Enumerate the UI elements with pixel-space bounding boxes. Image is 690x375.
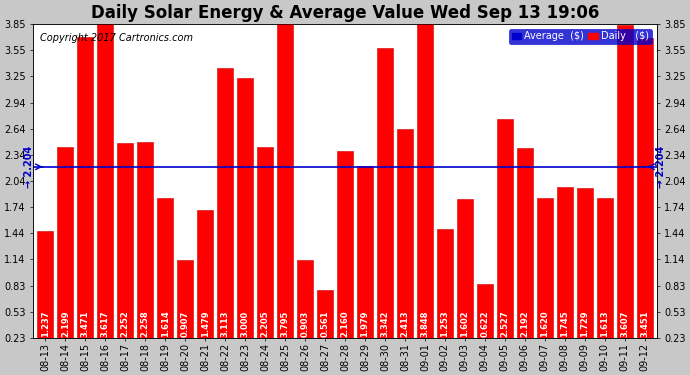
Text: 1.253: 1.253 [440, 310, 449, 337]
Text: 0.622: 0.622 [480, 310, 489, 337]
Bar [537, 198, 553, 338]
Text: 1.479: 1.479 [201, 310, 210, 337]
Text: 2.205: 2.205 [261, 310, 270, 337]
Bar [397, 129, 413, 338]
Bar [357, 166, 373, 338]
Bar [497, 119, 513, 338]
Bar [517, 148, 533, 338]
Bar [597, 198, 613, 338]
Text: 1.237: 1.237 [41, 310, 50, 337]
Text: → 2.204: → 2.204 [24, 146, 34, 188]
Text: 0.561: 0.561 [321, 310, 330, 337]
Text: → 2.204: → 2.204 [656, 146, 666, 188]
Bar [237, 78, 253, 338]
Bar [577, 188, 593, 338]
Bar [157, 198, 173, 338]
Text: 1.614: 1.614 [161, 310, 170, 337]
Text: 1.602: 1.602 [460, 310, 469, 337]
Text: 3.451: 3.451 [640, 310, 649, 337]
Text: 3.113: 3.113 [221, 310, 230, 337]
Bar [177, 260, 193, 338]
Text: 2.252: 2.252 [121, 310, 130, 337]
Text: 2.160: 2.160 [340, 310, 350, 337]
Bar [557, 187, 573, 338]
Bar [317, 290, 333, 338]
Text: 0.907: 0.907 [181, 310, 190, 337]
Legend: Average  ($), Daily   ($): Average ($), Daily ($) [509, 28, 652, 44]
Title: Daily Solar Energy & Average Value Wed Sep 13 19:06: Daily Solar Energy & Average Value Wed S… [91, 4, 599, 22]
Text: 3.848: 3.848 [420, 310, 429, 337]
Text: 2.192: 2.192 [520, 310, 529, 337]
Bar [217, 68, 233, 338]
Bar [457, 199, 473, 338]
Bar [57, 147, 73, 338]
Bar [617, 25, 633, 338]
Bar [117, 142, 133, 338]
Text: 1.745: 1.745 [560, 310, 569, 337]
Text: 3.471: 3.471 [81, 310, 90, 337]
Bar [417, 4, 433, 338]
Bar [97, 24, 113, 338]
Bar [197, 210, 213, 338]
Text: 1.979: 1.979 [360, 310, 369, 337]
Bar [137, 142, 153, 338]
Text: 3.000: 3.000 [241, 310, 250, 337]
Text: 0.903: 0.903 [301, 310, 310, 337]
Bar [637, 38, 653, 338]
Text: Copyright 2017 Cartronics.com: Copyright 2017 Cartronics.com [39, 33, 193, 43]
Bar [337, 151, 353, 338]
Bar [437, 230, 453, 338]
Bar [277, 9, 293, 338]
Bar [377, 48, 393, 338]
Text: 2.527: 2.527 [500, 310, 509, 337]
Text: 1.620: 1.620 [540, 310, 549, 337]
Text: 3.795: 3.795 [281, 310, 290, 337]
Bar [477, 284, 493, 338]
Text: 3.617: 3.617 [101, 310, 110, 337]
Bar [297, 260, 313, 338]
Bar [257, 147, 273, 338]
Bar [37, 231, 53, 338]
Text: 3.342: 3.342 [380, 310, 389, 337]
Text: 1.729: 1.729 [580, 310, 589, 337]
Text: 2.413: 2.413 [400, 310, 409, 337]
Text: 2.258: 2.258 [141, 310, 150, 337]
Bar [77, 37, 93, 338]
Text: 3.607: 3.607 [620, 310, 629, 337]
Text: 2.199: 2.199 [61, 310, 70, 337]
Text: 1.613: 1.613 [600, 310, 609, 337]
